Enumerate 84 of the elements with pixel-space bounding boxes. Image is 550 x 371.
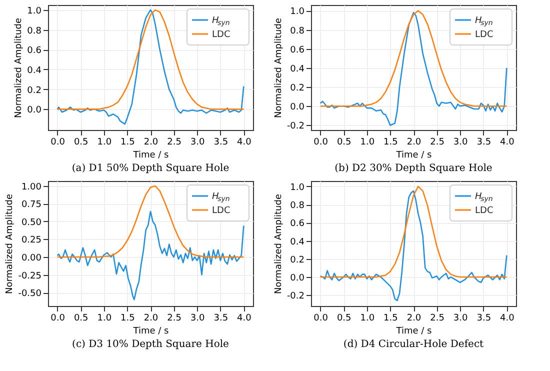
- x-tick-label: 1.0: [97, 138, 112, 148]
- y-tick-label: 0.2: [290, 255, 304, 266]
- x-tick-label: 2.5: [430, 138, 444, 148]
- x-tick-label: 2.5: [167, 314, 182, 324]
- x-tick-label: 1.5: [120, 138, 135, 148]
- legend-label: LDC: [212, 30, 230, 40]
- y-tick-label: 0.50: [21, 218, 42, 228]
- y-tick-label: 1.0: [290, 7, 305, 18]
- y-tick-label: 0.6: [27, 46, 42, 56]
- x-tick-label: 0.0: [314, 314, 328, 324]
- y-tick-label: 0.4: [27, 66, 42, 76]
- x-tick-label: 2.5: [167, 138, 182, 148]
- y-tick-label: 0.75: [21, 200, 42, 210]
- y-tick-label: 0.2: [27, 86, 42, 96]
- y-tick-label: 0.8: [27, 26, 42, 36]
- x-tick-label: 1.5: [384, 138, 398, 148]
- x-tick-label: 1.0: [97, 314, 112, 324]
- x-tick-label: 0.5: [74, 138, 88, 148]
- line-series: [320, 10, 508, 107]
- line-series: [320, 12, 508, 126]
- y-tick-label: 0.0: [27, 106, 42, 116]
- x-tick-label: 2.0: [406, 314, 422, 324]
- y-tick-label: 0.4: [290, 64, 305, 74]
- y-tick-label: 0.00: [21, 253, 42, 264]
- x-axis-title: Time / s: [395, 150, 432, 160]
- y-tick-label: 0.6: [290, 219, 305, 230]
- legend-label: LDC: [475, 30, 494, 40]
- text: (b) D2 30% Depth Square Hole: [334, 163, 492, 174]
- y-tick-label: -0.2: [286, 122, 304, 132]
- y-tick-label: 1.00: [21, 182, 42, 192]
- line-series: [320, 190, 508, 302]
- y-tick-label: 0.6: [290, 45, 305, 56]
- x-axis-title: Time / s: [132, 326, 170, 336]
- x-tick-label: 3.5: [214, 314, 228, 324]
- x-tick-label: 3.5: [214, 138, 228, 148]
- line-series: [56, 185, 244, 258]
- x-tick-label: 3.0: [453, 138, 468, 148]
- legend-label: LDC: [475, 206, 494, 216]
- x-tick-label: 3.0: [190, 138, 206, 148]
- text: (a) D1 50% Depth Square Hole: [72, 163, 230, 174]
- x-axis-title: Time / s: [395, 326, 432, 336]
- text: (d) D4 Circular-Hole Defect: [343, 339, 484, 350]
- x-tick-label: 3.5: [476, 314, 492, 324]
- y-tick-label: 1.0: [27, 6, 42, 16]
- y-tick-label: 0.0: [290, 274, 305, 284]
- x-tick-label: 1.0: [360, 138, 375, 148]
- x-tick-label: 4.0: [500, 138, 515, 148]
- x-tick-label: 3.0: [453, 314, 468, 324]
- y-axis-title: Normalized Amplitude: [5, 194, 16, 294]
- y-tick-label: 0.2: [290, 84, 304, 94]
- y-axis-title: Normalized Amplitude: [14, 18, 24, 118]
- x-tick-label: 1.0: [360, 314, 375, 324]
- y-tick-label: 0.8: [290, 201, 305, 212]
- y-tick-label: 0.25: [21, 236, 42, 246]
- y-tick-label: -0.50: [18, 289, 42, 300]
- y-tick-label: -0.2: [286, 292, 304, 302]
- x-tick-label: 0.0: [50, 138, 66, 148]
- y-axis-title: Normalized Amplitude: [274, 18, 284, 118]
- y-tick-label: -0.25: [18, 271, 42, 282]
- x-tick-label: 1.5: [384, 314, 398, 324]
- x-tick-label: 3.0: [190, 314, 206, 324]
- y-tick-label: 0.0: [290, 102, 305, 113]
- x-tick-label: 4.0: [237, 314, 252, 324]
- text: (c) D3 10% Depth Square Hole: [72, 339, 230, 350]
- x-tick-label: 2.0: [144, 314, 158, 324]
- y-tick-label: 0.8: [290, 26, 305, 36]
- x-tick-label: 4.0: [500, 314, 515, 324]
- x-tick-label: 2.0: [144, 138, 158, 148]
- x-tick-label: 0.5: [336, 138, 352, 148]
- x-tick-label: 0.0: [50, 314, 66, 324]
- x-tick-label: 0.5: [336, 314, 352, 324]
- x-tick-label: 3.5: [476, 138, 492, 148]
- y-tick-label: 1.0: [290, 182, 305, 193]
- x-tick-label: 0.5: [74, 314, 88, 324]
- x-tick-label: 2.0: [406, 138, 422, 148]
- x-tick-label: 4.0: [237, 138, 252, 148]
- x-tick-label: 1.5: [120, 314, 135, 324]
- x-tick-label: 0.0: [314, 138, 328, 148]
- y-tick-label: 0.4: [290, 237, 305, 248]
- x-axis-title: Time / s: [132, 150, 170, 160]
- y-axis-title: Normalized Amplitude: [274, 194, 284, 294]
- x-tick-label: 2.5: [430, 314, 444, 324]
- legend-label: LDC: [212, 206, 230, 216]
- line-series: [320, 186, 508, 278]
